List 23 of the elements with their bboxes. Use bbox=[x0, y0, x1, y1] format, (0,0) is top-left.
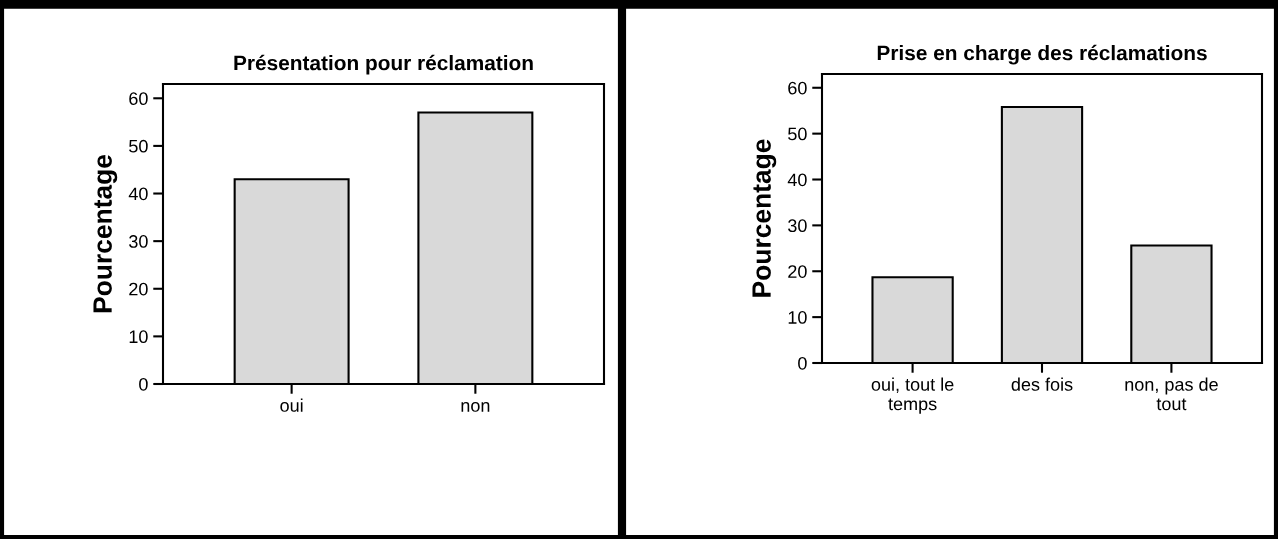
x-tick-label: oui bbox=[280, 398, 303, 412]
y-axis-title: Pourcentage bbox=[93, 154, 118, 313]
x-tick-label: des fois bbox=[1011, 377, 1073, 391]
y-tick-label: 10 bbox=[788, 311, 807, 324]
y-tick-label: 40 bbox=[787, 173, 807, 187]
y-axis-title: Pourcentage bbox=[752, 139, 777, 297]
chart-title: Présentation pour réclamation bbox=[234, 54, 533, 75]
y-tick-label: 0 bbox=[798, 356, 807, 370]
x-tick-label: non, pas de tout bbox=[1125, 377, 1218, 411]
y-tick-label: 10 bbox=[129, 330, 148, 344]
y-tick-label: 50 bbox=[129, 139, 148, 153]
y-tick-label: 20 bbox=[129, 282, 148, 296]
chart-title: Prise en charge des réclamations bbox=[877, 44, 1207, 65]
y-tick-label: 50 bbox=[788, 127, 807, 141]
y-tick-label: 30 bbox=[788, 219, 807, 233]
y-tick-label: 30 bbox=[129, 235, 148, 248]
y-tick-label: 60 bbox=[129, 92, 148, 106]
y-tick-label: 0 bbox=[139, 377, 148, 391]
x-tick-label: oui, tout le temps bbox=[871, 377, 954, 414]
y-tick-label: 20 bbox=[788, 265, 807, 278]
x-tick-label: non bbox=[461, 401, 490, 412]
y-tick-label: 60 bbox=[788, 81, 807, 95]
y-tick-label: 40 bbox=[128, 187, 148, 201]
